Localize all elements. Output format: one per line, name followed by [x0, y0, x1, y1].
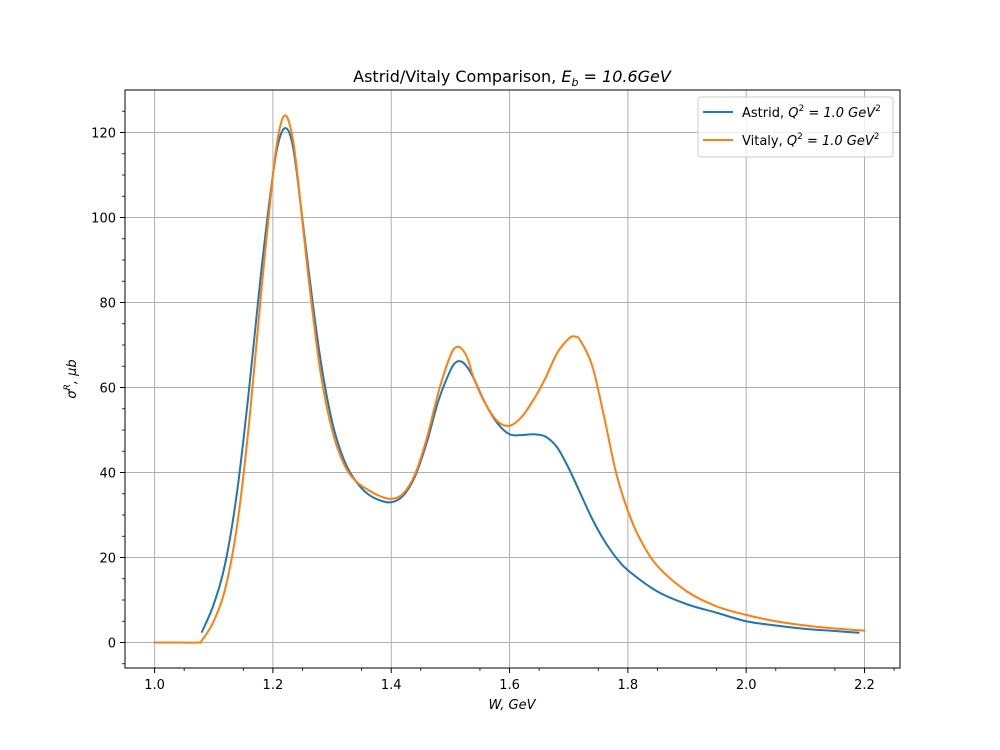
y-tick-label: 120 — [91, 127, 116, 142]
x-tick-label: 1.0 — [144, 678, 165, 693]
legend-box — [697, 96, 894, 158]
x-tick-label: 1.4 — [381, 678, 402, 693]
y-tick-label: 80 — [99, 297, 116, 312]
x-axis-label: W, GeV — [488, 698, 536, 713]
y-tick-label: 60 — [99, 382, 116, 397]
x-tick-label: 1.8 — [618, 678, 639, 693]
x-tick-label: 2.2 — [854, 678, 875, 693]
ticks: 1.0 1.2 1.4 1.6 1.8 2.0 2.2 0 20 40 60 80 100 120 — [91, 110, 895, 693]
plot-frame — [124, 89, 901, 669]
x-tick-label: 2.0 — [736, 678, 757, 693]
grid — [125, 90, 900, 668]
y-axis-label: σR, μb — [63, 359, 80, 398]
series-layer — [153, 114, 866, 644]
legend-label-astrid: Astrid, Q2 = 1.0 GeV2 — [742, 104, 881, 121]
chart-title: Astrid/Vitaly Comparison, Eb = 10.6GeV — [353, 67, 672, 89]
x-tick-label: 1.6 — [499, 678, 520, 693]
series-line-vitaly — [153, 114, 866, 644]
x-tick-label: 1.2 — [263, 678, 284, 693]
legend-label-vitaly: Vitaly, Q2 = 1.0 GeV2 — [742, 132, 880, 149]
series-line-astrid — [200, 127, 860, 634]
y-tick-label: 40 — [99, 467, 116, 482]
y-tick-label: 20 — [99, 552, 116, 567]
legend: Astrid, Q2 = 1.0 GeV2 Vitaly, Q2 = 1.0 G… — [697, 96, 894, 158]
y-tick-label: 0 — [108, 637, 116, 652]
y-tick-label: 100 — [91, 212, 116, 227]
